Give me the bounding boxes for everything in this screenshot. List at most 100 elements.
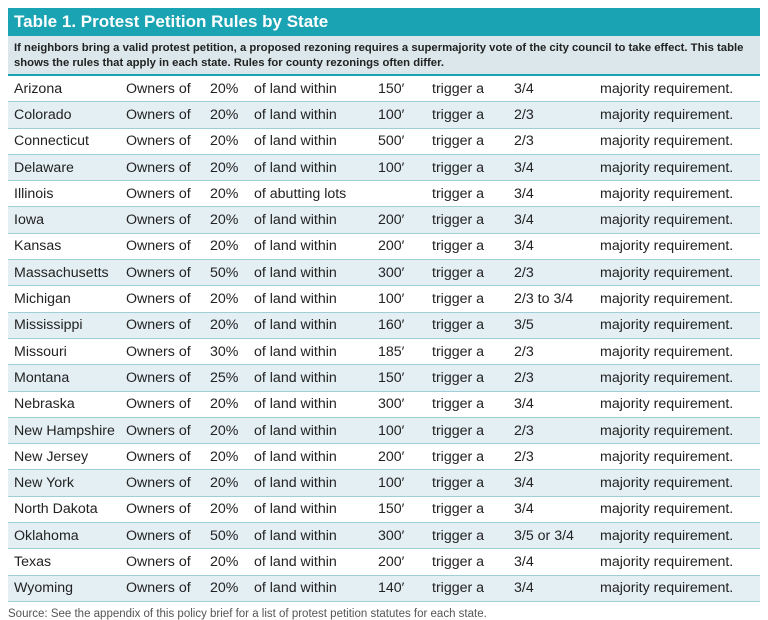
majority-requirement-cell: majority requirement. xyxy=(600,76,760,103)
table-row: North Dakota Owners of 20% of land within 15… xyxy=(8,496,760,524)
majority-requirement-cell: majority requirement. xyxy=(600,233,760,261)
land-phrase-cell: of land within xyxy=(254,469,378,497)
fraction-cell: 3/4 xyxy=(514,496,600,524)
trigger-a-cell: trigger a xyxy=(432,338,514,366)
land-phrase-cell: of land within xyxy=(254,496,378,524)
table-container: Table 1. Protest Petition Rules by State… xyxy=(8,8,760,620)
distance-cell: 300′ xyxy=(378,259,432,287)
fraction-cell: 2/3 xyxy=(514,128,600,155)
table-row: New York Owners of 20% of land within 100′ tr… xyxy=(8,469,760,497)
percent-cell: 20% xyxy=(210,76,254,103)
distance-cell: 150′ xyxy=(378,364,432,392)
percent-cell: 20% xyxy=(210,391,254,418)
state-cell: Missouri xyxy=(8,338,126,366)
majority-requirement-cell: majority requirement. xyxy=(600,180,760,208)
owners-of-cell: Owners of xyxy=(126,469,210,497)
table-row: Delaware Owners of 20% of land within 100′ tr… xyxy=(8,154,760,182)
percent-cell: 20% xyxy=(210,469,254,497)
state-cell: Nebraska xyxy=(8,391,126,418)
majority-requirement-cell: majority requirement. xyxy=(600,522,760,550)
land-phrase-cell: of land within xyxy=(254,391,378,418)
distance-cell: 100′ xyxy=(378,154,432,182)
fraction-cell: 3/4 xyxy=(514,575,600,602)
land-phrase-cell: of land within xyxy=(254,128,378,155)
land-phrase-cell: of land within xyxy=(254,443,378,471)
table-row: Oklahoma Owners of 50% of land within 300′ tr… xyxy=(8,522,760,550)
trigger-a-cell: trigger a xyxy=(432,154,514,182)
percent-cell: 20% xyxy=(210,154,254,182)
percent-cell: 30% xyxy=(210,338,254,366)
fraction-cell: 2/3 xyxy=(514,338,600,366)
trigger-a-cell: trigger a xyxy=(432,259,514,287)
percent-cell: 20% xyxy=(210,285,254,313)
table-row: Texas Owners of 20% of land within 200′ trigg… xyxy=(8,548,760,576)
table-row: New Jersey Owners of 20% of land within 200′… xyxy=(8,443,760,471)
table-row: Connecticut Owners of 20% of land within 500… xyxy=(8,128,760,155)
trigger-a-cell: trigger a xyxy=(432,575,514,602)
state-cell: Colorado xyxy=(8,101,126,129)
percent-cell: 25% xyxy=(210,364,254,392)
table-row: Michigan Owners of 20% of land within 100′ tr… xyxy=(8,285,760,313)
table-row: Montana Owners of 25% of land within 150′ tri… xyxy=(8,364,760,392)
table-title: Table 1. Protest Petition Rules by State xyxy=(8,8,760,36)
percent-cell: 50% xyxy=(210,259,254,287)
state-cell: Arizona xyxy=(8,76,126,103)
distance-cell: 150′ xyxy=(378,76,432,103)
land-phrase-cell: of land within xyxy=(254,417,378,445)
majority-requirement-cell: majority requirement. xyxy=(600,312,760,339)
percent-cell: 20% xyxy=(210,128,254,155)
distance-cell: 100′ xyxy=(378,101,432,129)
fraction-cell: 2/3 xyxy=(514,101,600,129)
fraction-cell: 2/3 xyxy=(514,259,600,287)
owners-of-cell: Owners of xyxy=(126,548,210,576)
distance-cell: 200′ xyxy=(378,233,432,261)
majority-requirement-cell: majority requirement. xyxy=(600,101,760,129)
table-row: Nebraska Owners of 20% of land within 300′ tr… xyxy=(8,391,760,418)
owners-of-cell: Owners of xyxy=(126,180,210,208)
table-row: Missouri Owners of 30% of land within 185′ tr… xyxy=(8,338,760,366)
fraction-cell: 3/5 or 3/4 xyxy=(514,522,600,550)
state-cell: Mississippi xyxy=(8,312,126,339)
percent-cell: 20% xyxy=(210,417,254,445)
distance-cell: 200′ xyxy=(378,206,432,234)
trigger-a-cell: trigger a xyxy=(432,206,514,234)
percent-cell: 20% xyxy=(210,548,254,576)
land-phrase-cell: of land within xyxy=(254,101,378,129)
state-cell: Delaware xyxy=(8,154,126,182)
trigger-a-cell: trigger a xyxy=(432,469,514,497)
owners-of-cell: Owners of xyxy=(126,128,210,155)
land-phrase-cell: of land within xyxy=(254,575,378,602)
fraction-cell: 3/4 xyxy=(514,154,600,182)
fraction-cell: 3/4 xyxy=(514,76,600,103)
owners-of-cell: Owners of xyxy=(126,312,210,339)
state-cell: New Hampshire xyxy=(8,417,126,445)
percent-cell: 20% xyxy=(210,233,254,261)
distance-cell xyxy=(378,180,432,208)
state-cell: Texas xyxy=(8,548,126,576)
table-row: Massachusetts Owners of 50% of land within 3… xyxy=(8,259,760,287)
table-row: Wyoming Owners of 20% of land within 140′ tri… xyxy=(8,575,760,602)
majority-requirement-cell: majority requirement. xyxy=(600,364,760,392)
trigger-a-cell: trigger a xyxy=(432,128,514,155)
owners-of-cell: Owners of xyxy=(126,259,210,287)
table-description: If neighbors bring a valid protest petit… xyxy=(8,36,760,76)
percent-cell: 20% xyxy=(210,575,254,602)
owners-of-cell: Owners of xyxy=(126,575,210,602)
land-phrase-cell: of land within xyxy=(254,259,378,287)
distance-cell: 200′ xyxy=(378,548,432,576)
majority-requirement-cell: majority requirement. xyxy=(600,154,760,182)
percent-cell: 50% xyxy=(210,522,254,550)
majority-requirement-cell: majority requirement. xyxy=(600,496,760,524)
state-cell: Wyoming xyxy=(8,575,126,602)
owners-of-cell: Owners of xyxy=(126,206,210,234)
majority-requirement-cell: majority requirement. xyxy=(600,285,760,313)
land-phrase-cell: of land within xyxy=(254,364,378,392)
distance-cell: 150′ xyxy=(378,496,432,524)
owners-of-cell: Owners of xyxy=(126,443,210,471)
trigger-a-cell: trigger a xyxy=(432,76,514,103)
trigger-a-cell: trigger a xyxy=(432,496,514,524)
fraction-cell: 3/4 xyxy=(514,548,600,576)
table-row: Iowa Owners of 20% of land within 200′ trigge… xyxy=(8,206,760,234)
state-cell: North Dakota xyxy=(8,496,126,524)
land-phrase-cell: of land within xyxy=(254,233,378,261)
